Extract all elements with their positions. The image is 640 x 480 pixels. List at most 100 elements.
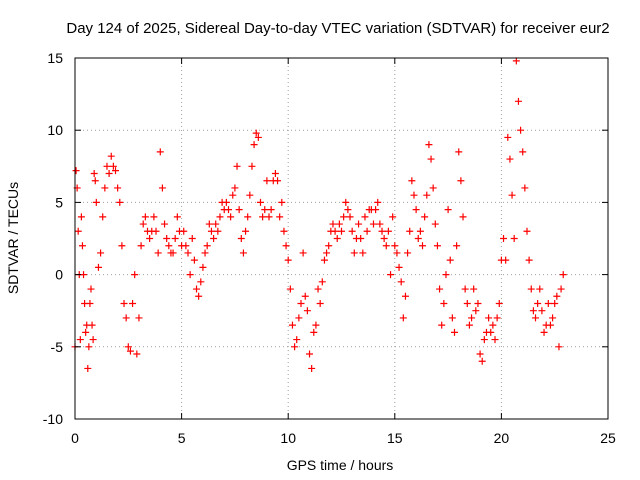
data-point (244, 213, 252, 221)
data-point (139, 220, 147, 228)
data-point (188, 235, 196, 242)
data-point (77, 213, 85, 221)
data-point (222, 198, 230, 206)
data-point (158, 184, 166, 192)
data-point (450, 328, 458, 336)
data-point (476, 350, 484, 358)
data-point (248, 162, 256, 170)
data-point (246, 191, 254, 199)
data-point (536, 285, 544, 293)
data-point (82, 328, 90, 336)
x-tick-label: 15 (387, 430, 403, 446)
data-point (323, 249, 331, 257)
data-point (401, 292, 409, 300)
data-point (389, 213, 397, 221)
axes (74, 57, 609, 420)
data-point (120, 299, 128, 307)
data-point (91, 177, 99, 185)
data-point (372, 206, 380, 214)
data-point (171, 235, 179, 242)
data-point (118, 242, 126, 250)
data-point (453, 242, 461, 250)
data-point (122, 314, 130, 322)
plot-border (74, 57, 609, 420)
data-point (97, 249, 105, 257)
data-point (478, 357, 486, 365)
data-point (101, 184, 109, 192)
data-point (465, 321, 473, 329)
data-point (76, 336, 84, 344)
data-point (280, 227, 288, 235)
data-point (312, 321, 320, 329)
data-point (387, 271, 395, 279)
data-point (278, 198, 286, 206)
data-point (141, 213, 149, 221)
data-point (493, 314, 501, 322)
data-point (459, 213, 467, 221)
data-point (512, 57, 520, 65)
data-point (126, 347, 134, 355)
data-point (534, 299, 542, 307)
data-point (423, 191, 431, 199)
data-point (133, 350, 141, 358)
data-point (549, 314, 557, 322)
data-point (156, 148, 164, 156)
data-point (523, 227, 531, 235)
data-point (455, 148, 463, 156)
data-point (410, 191, 418, 199)
data-point (146, 235, 154, 242)
data-point (361, 213, 369, 221)
data-point (491, 336, 499, 344)
data-point (474, 299, 482, 307)
y-tick-label: -5 (51, 339, 64, 355)
data-point (314, 285, 322, 293)
data-point (502, 256, 510, 264)
data-point (182, 242, 190, 250)
data-point (470, 285, 478, 293)
data-point (338, 227, 345, 235)
data-point (355, 220, 363, 228)
data-point (419, 242, 427, 250)
data-point (169, 249, 177, 257)
data-point (306, 350, 314, 358)
data-point (416, 227, 424, 235)
data-point (487, 328, 495, 336)
data-point (363, 227, 371, 235)
data-point (94, 263, 102, 271)
data-point (472, 307, 480, 315)
data-point (263, 177, 271, 185)
data-point (84, 364, 92, 372)
data-point (116, 198, 124, 206)
data-point (256, 198, 264, 206)
data-point (124, 343, 132, 351)
data-point (333, 235, 341, 242)
x-tick-label: 5 (178, 430, 186, 446)
data-point (384, 227, 392, 235)
data-point (80, 271, 88, 279)
x-tick-label: 0 (71, 430, 79, 446)
data-point (254, 133, 262, 141)
data-point (271, 170, 279, 178)
x-axis-title: GPS time / hours (287, 457, 394, 473)
data-point (150, 213, 158, 221)
y-tick-label: 15 (47, 50, 63, 66)
data-point (267, 206, 275, 214)
data-point (468, 314, 476, 322)
data-point (500, 235, 508, 242)
data-point (72, 167, 80, 175)
data-point (374, 198, 382, 206)
data-point (92, 198, 100, 206)
data-point (303, 307, 311, 315)
data-point (293, 336, 301, 344)
data-point (369, 220, 377, 228)
data-point (461, 285, 469, 293)
data-point (406, 227, 414, 235)
data-point (105, 170, 113, 178)
data-point (325, 242, 333, 250)
data-point (274, 177, 282, 185)
y-tick-label: -10 (43, 411, 63, 427)
data-point (152, 227, 160, 235)
data-point (448, 314, 456, 322)
data-point (504, 133, 512, 141)
data-point (421, 213, 429, 221)
